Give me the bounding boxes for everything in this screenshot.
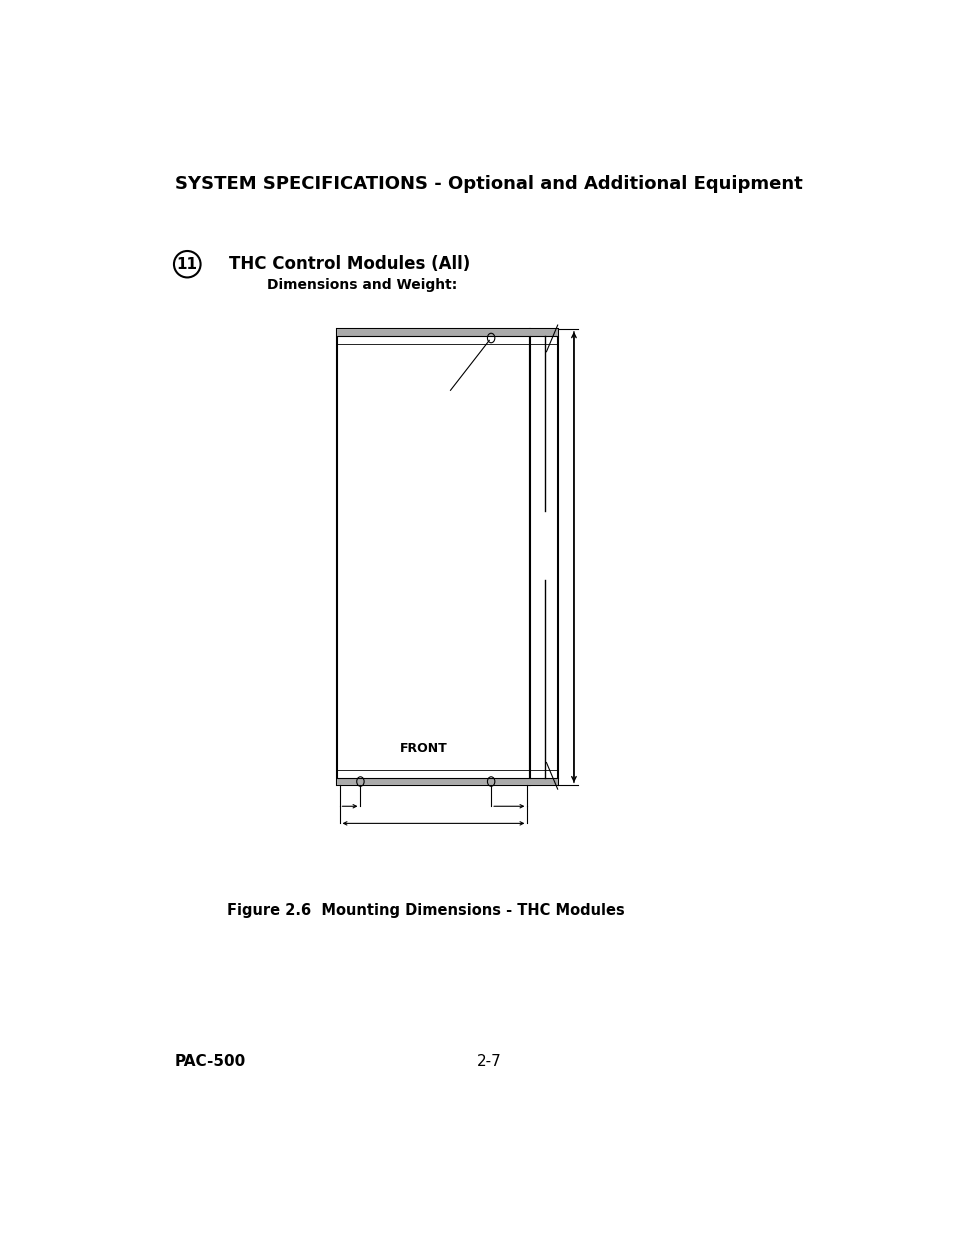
Text: THC Control Modules (All): THC Control Modules (All)	[229, 256, 470, 273]
Bar	[529, 778, 558, 785]
Bar	[529, 329, 558, 785]
Bar	[337, 778, 529, 785]
Text: 2-7: 2-7	[476, 1053, 500, 1068]
Text: SYSTEM SPECIFICATIONS - Optional and Additional Equipment: SYSTEM SPECIFICATIONS - Optional and Add…	[174, 175, 802, 194]
Bar	[529, 329, 558, 336]
Text: 11: 11	[176, 257, 197, 272]
Text: Dimensions and Weight:: Dimensions and Weight:	[267, 278, 456, 293]
Bar	[337, 329, 529, 336]
Text: PAC-500: PAC-500	[174, 1053, 246, 1068]
Bar	[337, 329, 529, 785]
Text: FRONT: FRONT	[399, 742, 447, 755]
Text: Figure 2.6  Mounting Dimensions - THC Modules: Figure 2.6 Mounting Dimensions - THC Mod…	[227, 903, 624, 919]
